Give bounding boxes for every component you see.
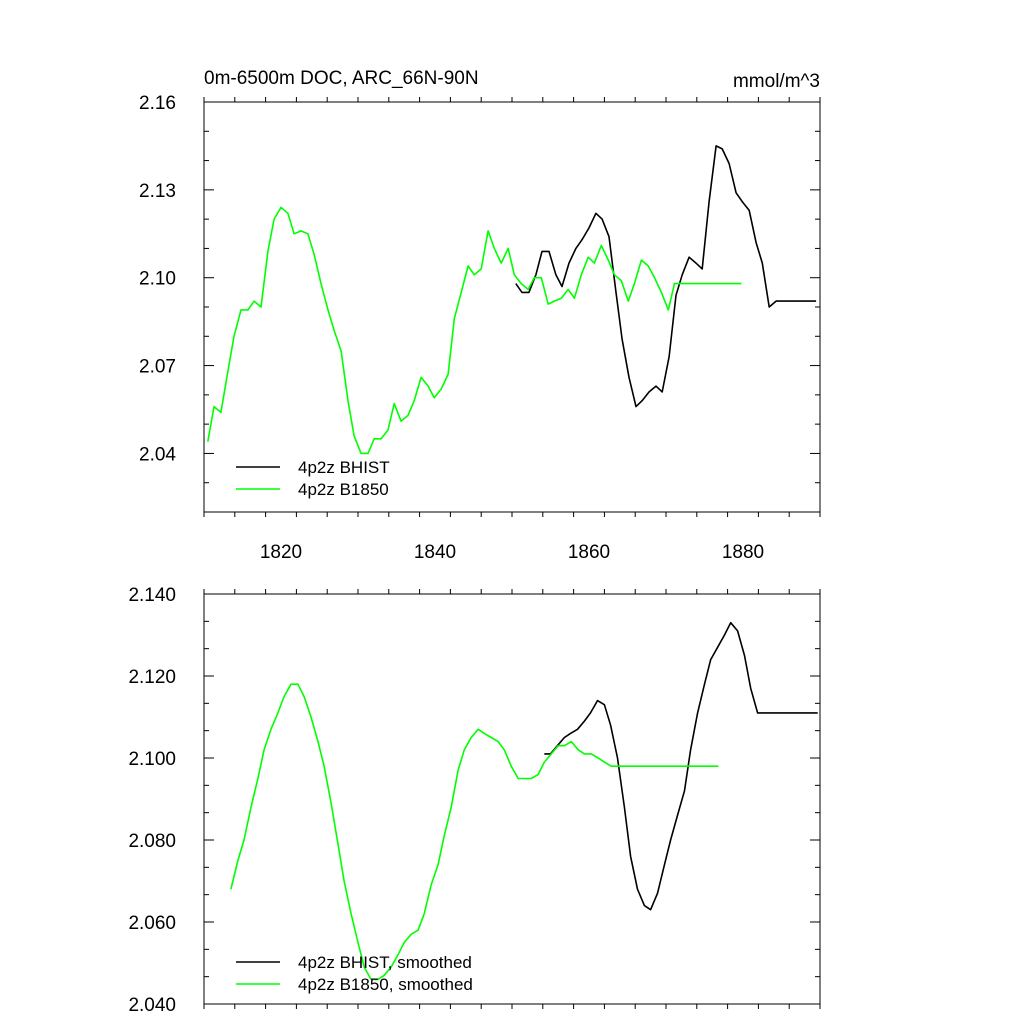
plot-frame	[203, 101, 821, 513]
legend-label: 4p2z BHIST	[298, 458, 390, 477]
top-panel-units: mmol/m^3	[733, 71, 820, 92]
ytick-label: 2.13	[139, 181, 176, 202]
xtick-label: 1820	[260, 542, 302, 563]
xtick-label: 1840	[414, 542, 456, 563]
series-line-1	[207, 206, 742, 455]
ytick-label: 2.100	[128, 749, 176, 770]
ytick-label: 2.060	[128, 913, 176, 934]
xtick-label: 1880	[722, 542, 764, 563]
legend-label: 4p2z BHIST, smoothed	[298, 953, 472, 972]
plot-frame	[203, 593, 821, 1005]
top-panel-title: 0m-6500m DOC, ARC_66N-90N	[204, 68, 479, 89]
ytick-label: 2.080	[128, 831, 176, 852]
ytick-label: 2.140	[128, 585, 176, 606]
series-line-1	[230, 683, 719, 981]
series-line-0	[515, 145, 817, 408]
top-panel: 0m-6500m DOC, ARC_66N-90N mmol/m^3 2.04 2…	[139, 68, 821, 563]
legend-label: 4p2z B1850	[298, 480, 389, 499]
ytick-label: 2.04	[139, 444, 176, 465]
ytick-label: 2.16	[139, 93, 176, 114]
bottom-panel: 2.040 2.060 2.080 2.100 2.120 2.140 4p2z BHIST…	[128, 585, 821, 1016]
series-line-0	[544, 621, 818, 911]
xtick-label: 1860	[568, 542, 610, 563]
ytick-label: 2.07	[139, 357, 176, 378]
legend-label: 4p2z B1850, smoothed	[298, 975, 473, 994]
ytick-label: 2.10	[139, 269, 176, 290]
ytick-label: 2.040	[128, 995, 176, 1016]
ytick-label: 2.120	[128, 667, 176, 688]
